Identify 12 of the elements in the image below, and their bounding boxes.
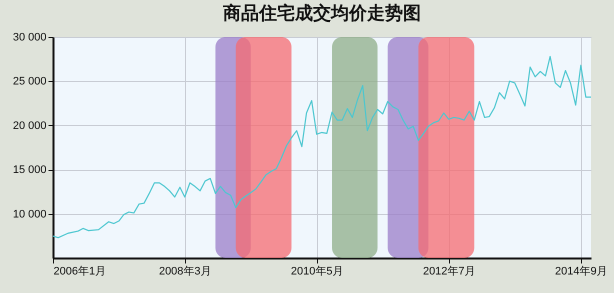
y-tick-label: 25 000 bbox=[12, 76, 46, 88]
x-tick-label: 2012年7月 bbox=[422, 266, 476, 278]
x-tick-label: 2014年9月 bbox=[555, 266, 608, 278]
y-tick-label: 10 000 bbox=[12, 208, 46, 220]
y-tick-label: 15 000 bbox=[12, 164, 46, 176]
x-tick-label: 2006年1月 bbox=[54, 266, 106, 278]
line-series bbox=[52, 56, 592, 238]
x-tick-label: 2010年5月 bbox=[290, 266, 344, 278]
x-tick-label: 2008年3月 bbox=[158, 266, 212, 278]
y-tick-label: 20 000 bbox=[12, 120, 46, 132]
y-tick-label: 30 000 bbox=[12, 32, 46, 44]
chart-title: 商品住宅成交均价走势图 bbox=[222, 3, 421, 23]
